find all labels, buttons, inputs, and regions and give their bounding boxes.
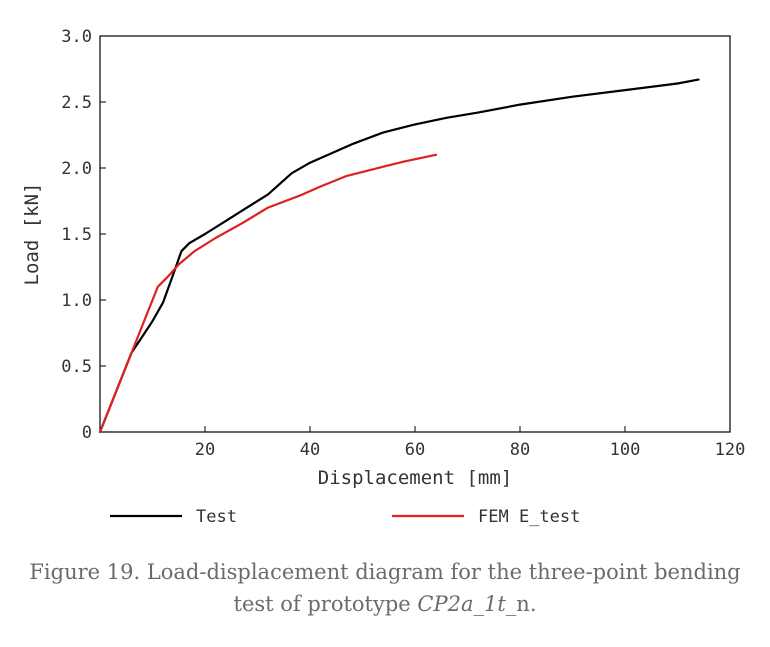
legend-label-0: Test	[196, 507, 237, 527]
series-layer	[98, 78, 700, 434]
y-tick-label: 0	[82, 423, 92, 443]
y-tick-label: 2.5	[61, 93, 92, 113]
y-axis: 0 0.5 1.0 1.5 2.0 2.5 3.0	[61, 27, 106, 443]
y-tick-label: 1.5	[61, 225, 92, 245]
x-tick-label: 100	[610, 440, 641, 460]
legend: Test FEM E_test	[110, 507, 580, 527]
y-tick-label: 3.0	[61, 27, 92, 47]
y-tick-label: 0.5	[61, 357, 92, 377]
series-line-1	[98, 153, 438, 434]
legend-label-1: FEM E_test	[478, 507, 580, 527]
y-tick-label: 2.0	[61, 159, 92, 179]
series-line-0	[98, 78, 700, 434]
caption-line-2-prefix: test of prototype	[233, 592, 418, 616]
plot-frame	[99, 35, 731, 433]
x-tick-label: 80	[510, 440, 530, 460]
caption-line-1: Figure 19. Load-displacement diagram for…	[29, 560, 741, 584]
x-axis-label: Displacement [mm]	[318, 467, 512, 489]
y-axis-label: Load [kN]	[21, 183, 43, 286]
y-tick-label: 1.0	[61, 291, 92, 311]
x-tick-label: 20	[195, 440, 215, 460]
figure-caption: Figure 19. Load-displacement diagram for…	[0, 556, 770, 620]
x-tick-label: 40	[300, 440, 320, 460]
caption-line-2-suffix: _n.	[505, 592, 537, 616]
x-tick-label: 120	[715, 440, 746, 460]
caption-line-2: test of prototype CP2a_1t_n.	[0, 588, 770, 620]
x-axis: 20 40 60 80 100 120	[195, 426, 746, 460]
x-tick-label: 60	[405, 440, 425, 460]
caption-prototype-name: CP2a_1t	[417, 592, 506, 616]
